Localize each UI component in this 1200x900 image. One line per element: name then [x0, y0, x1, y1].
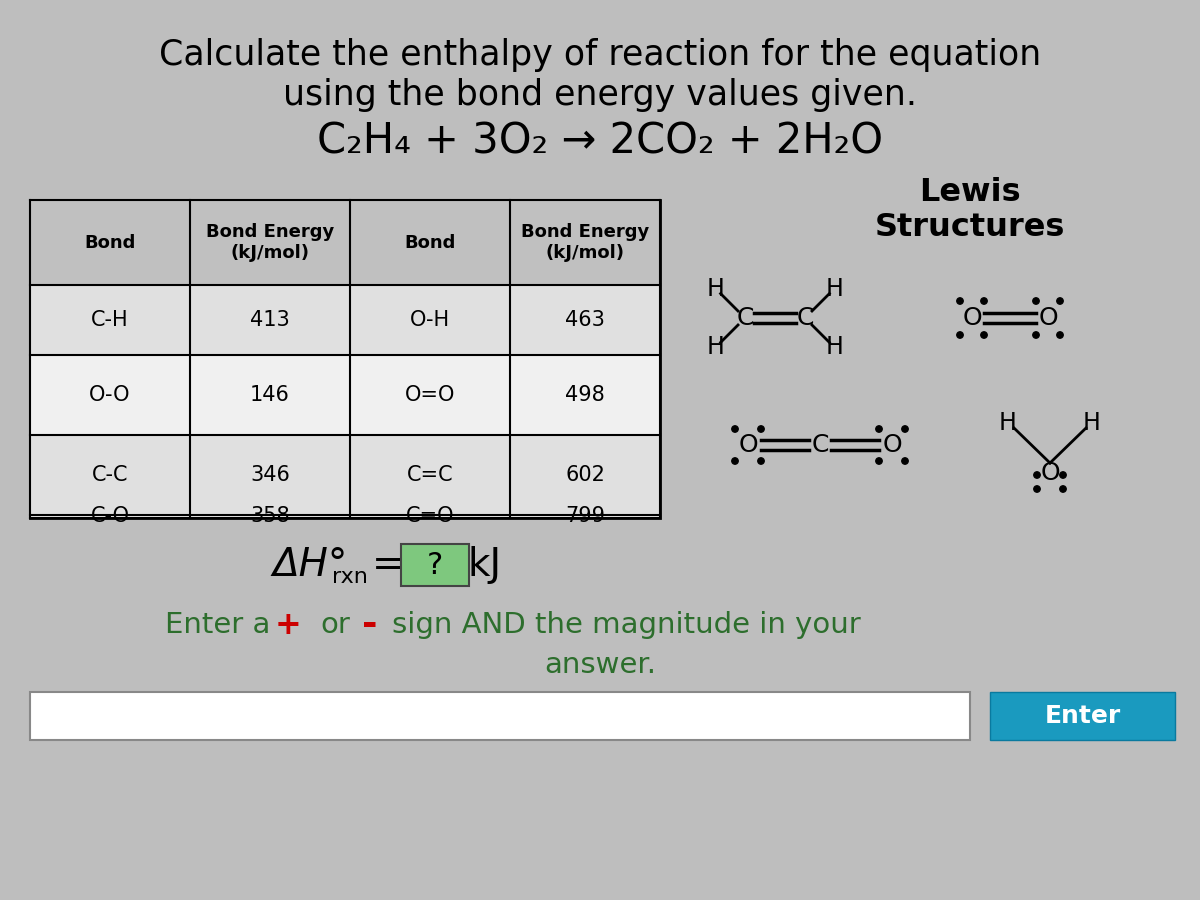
- Text: rxn: rxn: [332, 567, 368, 587]
- Text: 346: 346: [250, 465, 290, 485]
- Text: Bond: Bond: [404, 233, 456, 251]
- Circle shape: [876, 458, 882, 464]
- Circle shape: [956, 332, 964, 338]
- Text: C: C: [737, 306, 754, 330]
- Text: C: C: [797, 306, 814, 330]
- Circle shape: [758, 426, 764, 432]
- Text: Enter: Enter: [1044, 704, 1121, 728]
- Text: sign AND the magnitude in your: sign AND the magnitude in your: [392, 611, 860, 639]
- Circle shape: [732, 426, 738, 432]
- FancyBboxPatch shape: [401, 544, 469, 586]
- Bar: [30, 200, 660, 285]
- Text: C=O: C=O: [406, 507, 455, 526]
- Text: answer.: answer.: [544, 651, 656, 679]
- Bar: [990, 692, 1175, 740]
- Circle shape: [956, 298, 964, 304]
- Text: H: H: [1084, 411, 1100, 435]
- Text: O: O: [738, 433, 758, 457]
- Text: O: O: [882, 433, 902, 457]
- Circle shape: [758, 458, 764, 464]
- Text: kJ: kJ: [468, 546, 502, 584]
- Circle shape: [1034, 486, 1040, 492]
- Text: 146: 146: [250, 385, 290, 405]
- Circle shape: [1034, 472, 1040, 478]
- Text: O: O: [1038, 306, 1058, 330]
- Text: O=O: O=O: [404, 385, 455, 405]
- Text: +: +: [275, 609, 301, 641]
- Circle shape: [1033, 332, 1039, 338]
- Text: Bond: Bond: [84, 233, 136, 251]
- Circle shape: [902, 426, 908, 432]
- Text: Bond Energy
(kJ/mol): Bond Energy (kJ/mol): [206, 223, 334, 262]
- Text: ?: ?: [427, 551, 443, 580]
- Text: H: H: [826, 336, 844, 359]
- Text: 463: 463: [565, 310, 605, 330]
- Circle shape: [980, 332, 988, 338]
- Text: H: H: [1000, 411, 1016, 435]
- Bar: [30, 200, 660, 518]
- Text: C=C: C=C: [407, 465, 454, 485]
- Text: Bond Energy
(kJ/mol): Bond Energy (kJ/mol): [521, 223, 649, 262]
- Circle shape: [980, 298, 988, 304]
- Text: ΔH°: ΔH°: [272, 546, 348, 584]
- Circle shape: [1033, 298, 1039, 304]
- Text: Enter a: Enter a: [164, 611, 270, 639]
- Text: C-H: C-H: [91, 310, 128, 330]
- Bar: [30, 355, 660, 435]
- Text: or: or: [320, 611, 350, 639]
- Circle shape: [1057, 332, 1063, 338]
- Circle shape: [1060, 486, 1067, 492]
- Bar: [30, 285, 660, 355]
- Bar: [30, 435, 660, 515]
- Text: C₂H₄ + 3O₂ → 2CO₂ + 2H₂O: C₂H₄ + 3O₂ → 2CO₂ + 2H₂O: [317, 121, 883, 163]
- Text: H: H: [826, 276, 844, 301]
- Text: 413: 413: [250, 310, 290, 330]
- Bar: [30, 515, 660, 518]
- Text: H: H: [707, 336, 725, 359]
- Text: Lewis
Structures: Lewis Structures: [875, 176, 1066, 243]
- Text: C-C: C-C: [91, 465, 128, 485]
- Circle shape: [1057, 298, 1063, 304]
- Text: 498: 498: [565, 385, 605, 405]
- Text: 358: 358: [250, 507, 290, 526]
- Text: -: -: [362, 607, 378, 643]
- Text: =: =: [372, 546, 404, 584]
- Text: O-H: O-H: [410, 310, 450, 330]
- Text: using the bond energy values given.: using the bond energy values given.: [283, 78, 917, 112]
- Circle shape: [876, 426, 882, 432]
- Text: 602: 602: [565, 465, 605, 485]
- Text: H: H: [707, 276, 725, 301]
- Text: C-O: C-O: [90, 507, 130, 526]
- Text: 799: 799: [565, 507, 605, 526]
- Text: O-O: O-O: [89, 385, 131, 405]
- Circle shape: [902, 458, 908, 464]
- Text: O: O: [1040, 461, 1060, 485]
- Bar: [30, 692, 970, 740]
- Text: C: C: [811, 433, 829, 457]
- Text: O: O: [962, 306, 982, 330]
- Text: Calculate the enthalpy of reaction for the equation: Calculate the enthalpy of reaction for t…: [158, 38, 1042, 72]
- Circle shape: [732, 458, 738, 464]
- Circle shape: [1060, 472, 1067, 478]
